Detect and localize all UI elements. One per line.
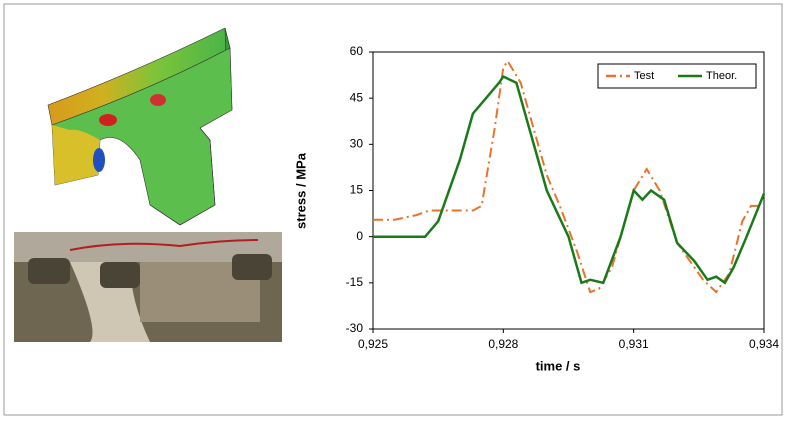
y-tick-label: -30 xyxy=(346,321,364,335)
x-tick-label: 0,931 xyxy=(619,337,649,351)
x-axis-label: time / s xyxy=(536,358,581,373)
y-tick-label: 30 xyxy=(350,137,364,151)
y-tick-label: 15 xyxy=(350,183,364,197)
x-tick-label: 0,934 xyxy=(749,337,779,351)
legend-label: Test xyxy=(634,70,654,82)
figure: time / s stress / MPa -30 -15 0 15 30 45 60 0,9… xyxy=(0,0,787,420)
y-tick-label: -15 xyxy=(346,275,364,289)
legend-label: Theor. xyxy=(706,70,737,82)
y-tick-label: 0 xyxy=(356,229,363,243)
photo xyxy=(14,232,282,342)
y-tick-label: 60 xyxy=(350,44,364,58)
x-tick-label: 0,925 xyxy=(358,337,388,351)
x-tick-label: 0,928 xyxy=(488,337,518,351)
y-axis-label: stress / MPa xyxy=(293,152,308,229)
y-tick-label: 45 xyxy=(350,90,364,104)
